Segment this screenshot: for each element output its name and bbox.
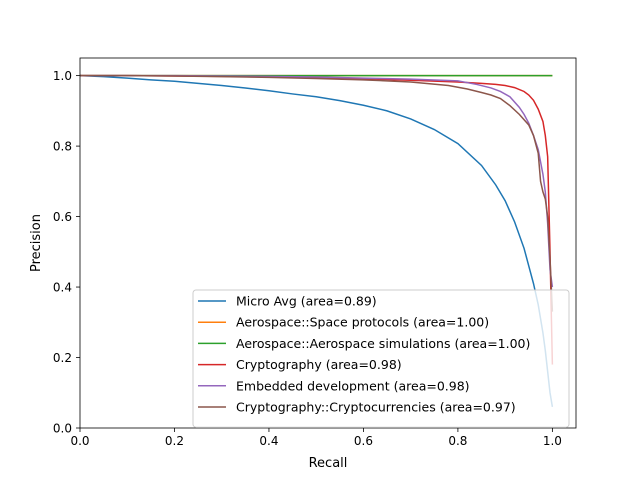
x-tick-label: 0.4 <box>259 434 278 448</box>
y-tick-label: 1.0 <box>53 69 72 83</box>
y-tick-label: 0.8 <box>53 140 72 154</box>
y-tick-label: 0.4 <box>53 281 72 295</box>
x-tick-label: 0.6 <box>354 434 373 448</box>
legend-label-1: Aerospace::Space protocols (area=1.00) <box>236 315 489 330</box>
axes: 0.0 0.2 0.4 0.6 0.8 1.0 0.0 0.2 0.4 0.6 0.8 1.0 <box>53 57 577 448</box>
legend-label-5: Cryptography::Cryptocurrencies (area=0.9… <box>236 400 516 415</box>
x-tick-label: 0.0 <box>70 434 89 448</box>
x-axis-label: Recall <box>309 456 348 471</box>
series-line-4 <box>80 74 554 288</box>
legend-label-4: Embedded development (area=0.98) <box>236 378 470 393</box>
x-tick-label: 1.0 <box>543 434 562 448</box>
legend: Micro Avg (area=0.89)Aerospace::Space pr… <box>192 289 570 428</box>
legend-box <box>192 289 570 428</box>
y-tick-label: 0.0 <box>53 422 72 436</box>
x-tick-label: 0.2 <box>165 434 184 448</box>
legend-label-2: Aerospace::Aerospace simulations (area=1… <box>236 336 530 351</box>
series-line-5 <box>80 74 554 312</box>
axes-frame <box>79 57 577 429</box>
y-tick-label: 0.6 <box>53 210 72 224</box>
legend-label-0: Micro Avg (area=0.89) <box>236 294 377 309</box>
y-tick-label: 0.2 <box>53 351 72 365</box>
x-tick-label: 0.8 <box>448 434 467 448</box>
legend-label-3: Cryptography (area=0.98) <box>236 357 402 372</box>
y-axis-label: Precision <box>29 214 44 272</box>
